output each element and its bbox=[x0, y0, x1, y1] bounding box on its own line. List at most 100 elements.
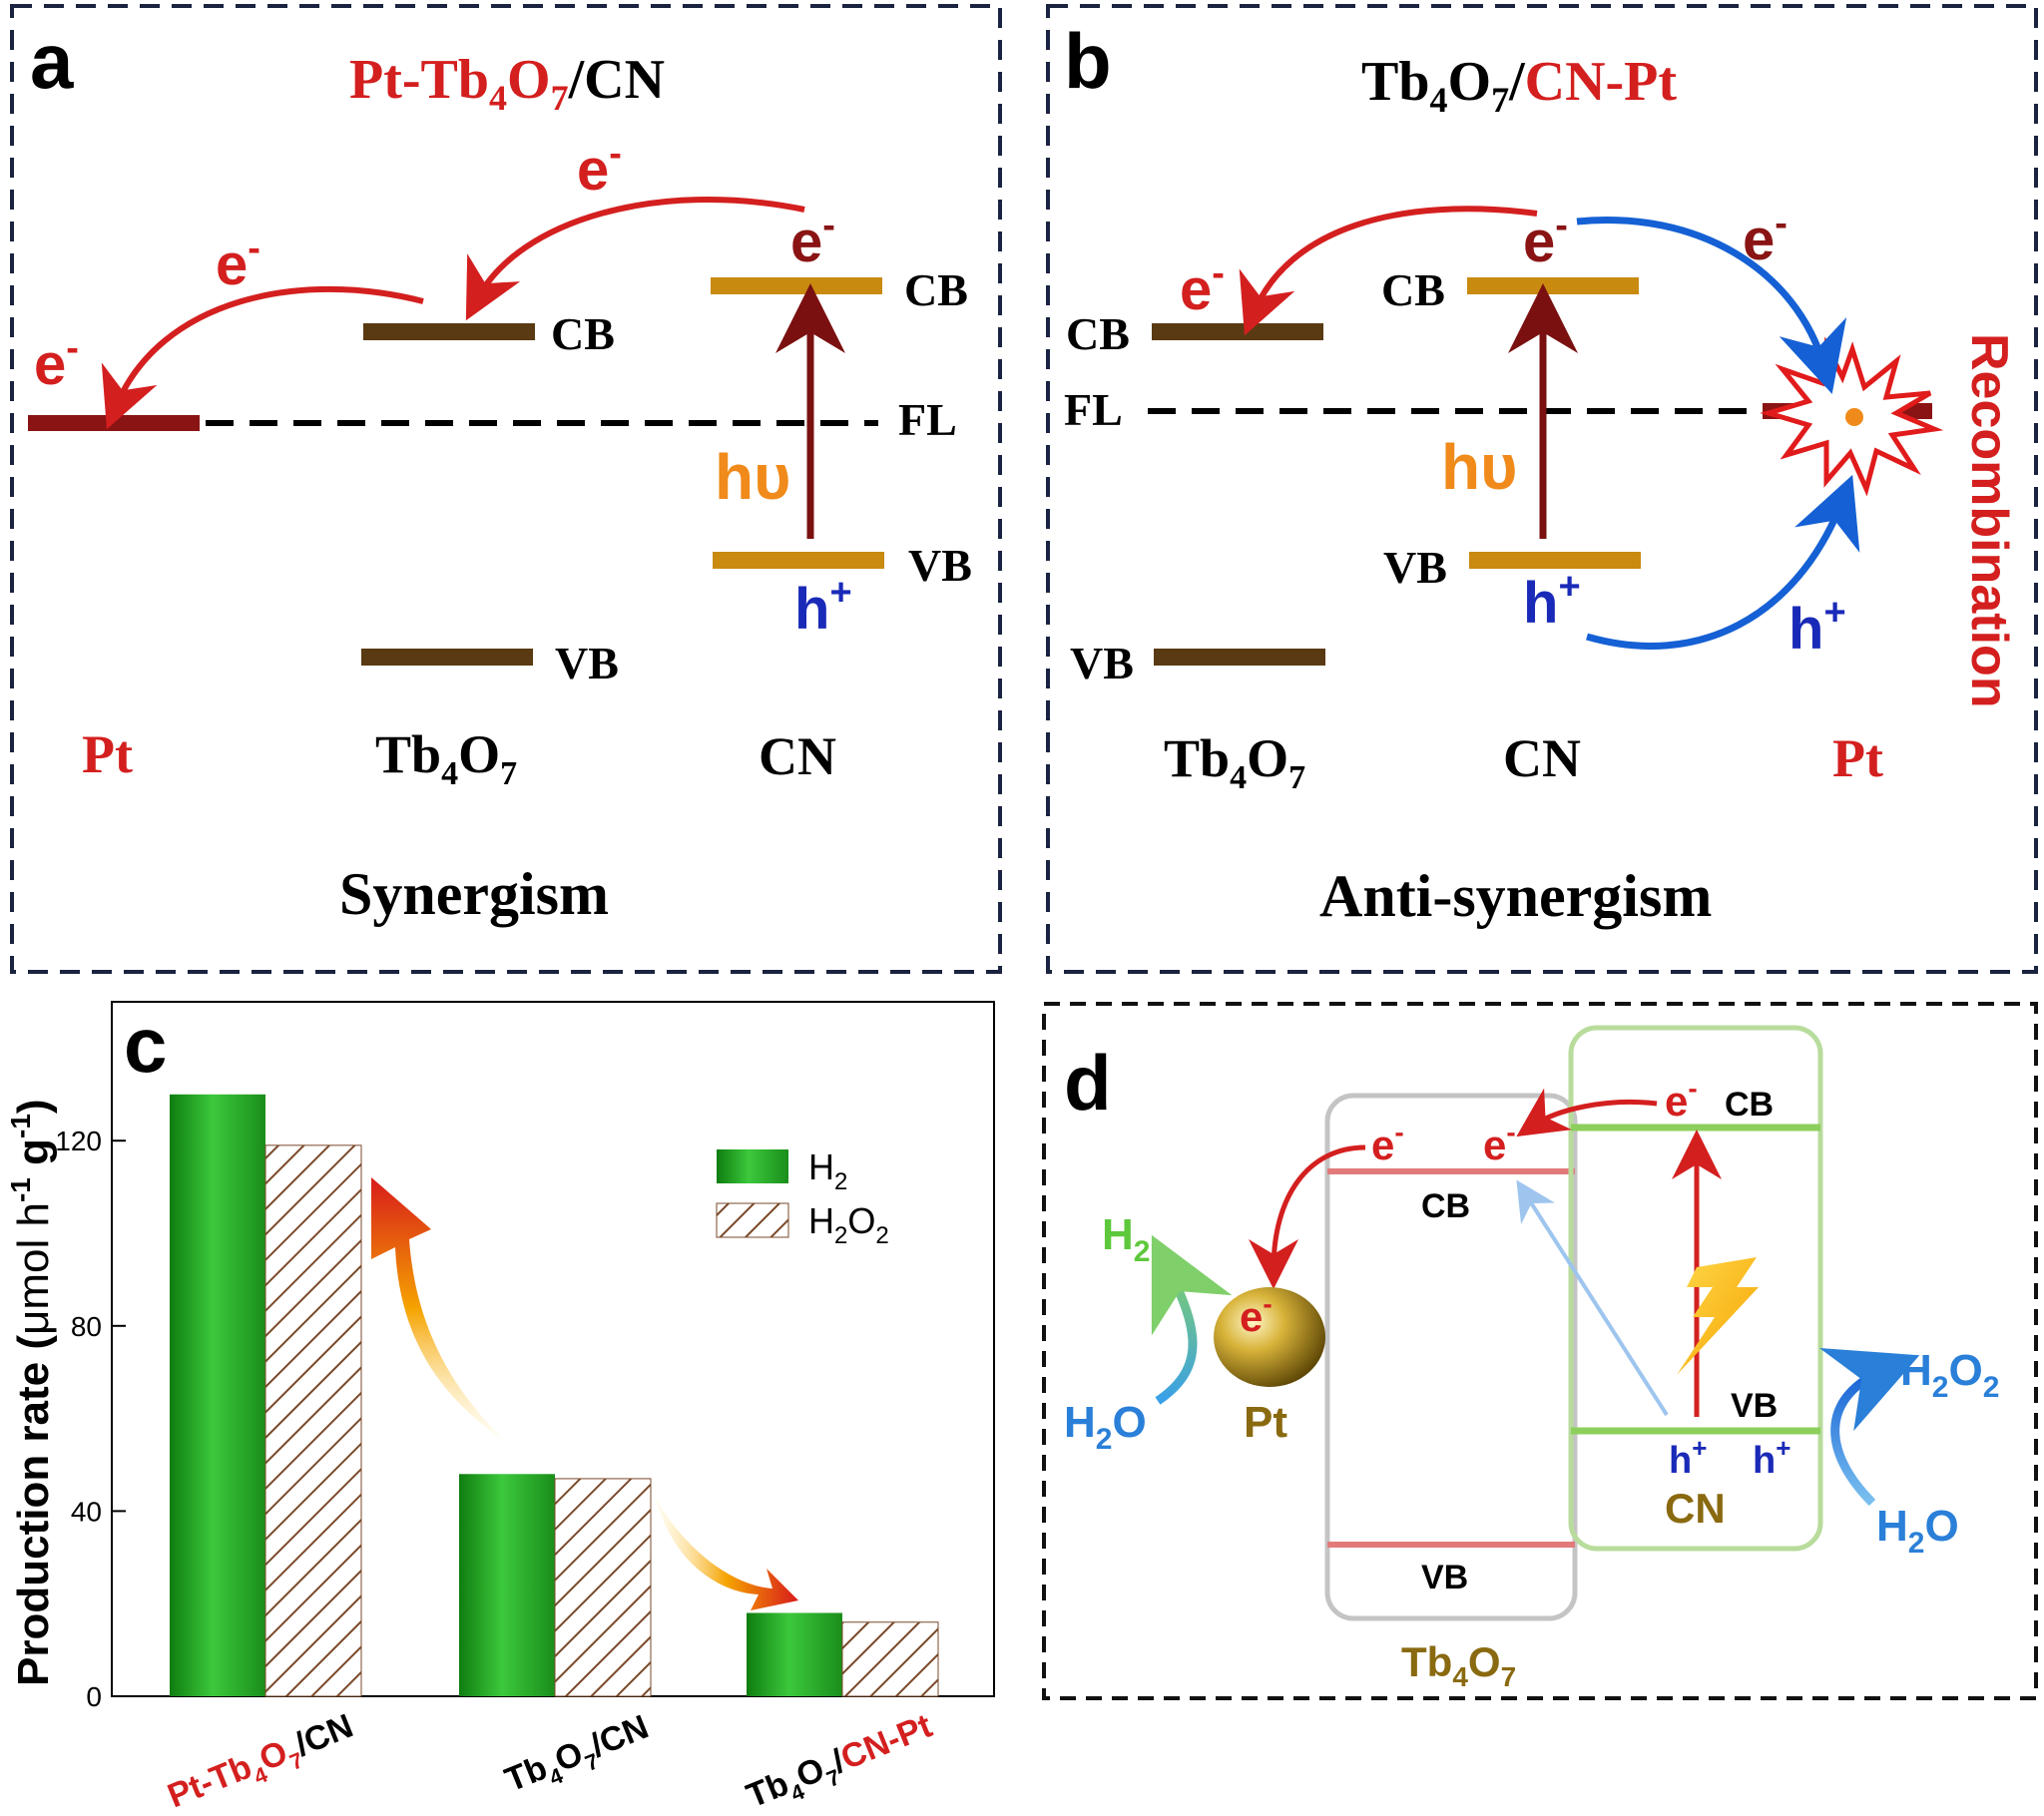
synergism-caption: Synergism bbox=[339, 861, 609, 927]
tb4o7-cb-level bbox=[363, 323, 535, 340]
y-axis-label: Production rate (μmol h-1 g-1) bbox=[5, 1099, 58, 1686]
cn-cb-label-d: CB bbox=[1725, 1086, 1774, 1124]
panel-b-title: Tb4O7/CN-Pt bbox=[1361, 51, 1677, 120]
recombination-label: Recombination bbox=[1960, 333, 2018, 708]
decrease-arrow-1 bbox=[371, 1177, 505, 1441]
bar-h2o2-3 bbox=[841, 1621, 939, 1697]
transfer-electron-b: e- bbox=[1180, 252, 1225, 322]
cn-hole-d2: h+ bbox=[1753, 1433, 1790, 1482]
panel-c-letter: c bbox=[124, 1001, 167, 1089]
cn-cb-level-b bbox=[1467, 277, 1639, 294]
y-tick-label: 120 bbox=[55, 1126, 102, 1156]
legend: H2 H2O2 bbox=[716, 1146, 889, 1249]
category-label-3: Tb4O7/CN-Pt bbox=[742, 1707, 940, 1816]
bar-h2o2-2 bbox=[554, 1478, 652, 1697]
fl-label-b: FL bbox=[1064, 384, 1123, 435]
tb4o7-name: Tb4O7 bbox=[375, 724, 517, 792]
h2-label: H2 bbox=[1102, 1210, 1150, 1268]
y-axis-ticks: 0 40 80 120 bbox=[55, 1126, 126, 1712]
cn-vb-level bbox=[713, 552, 884, 569]
pt-nanoparticle bbox=[1214, 1287, 1325, 1387]
legend-label-h2o2: H2O2 bbox=[808, 1200, 889, 1249]
hole-recombination-arrow bbox=[1586, 474, 1860, 650]
light-bolt-icon bbox=[1677, 1257, 1759, 1375]
cn-to-tb4o7-arrow bbox=[465, 197, 805, 321]
tb4o7-to-pt-arrow bbox=[101, 285, 424, 430]
transfer-electron-2: e- bbox=[216, 227, 260, 297]
cn-vb-label-d: VB bbox=[1731, 1387, 1778, 1425]
panel-a-border bbox=[10, 4, 1002, 974]
tb4o7-vb-label-b: VB bbox=[1070, 638, 1134, 688]
legend-swatch-h2 bbox=[717, 1149, 788, 1183]
tb4o7-cb-label-d: CB bbox=[1421, 1187, 1470, 1225]
pt-hole-b: h+ bbox=[1788, 592, 1846, 662]
tb4o7-vb-label-d: VB bbox=[1421, 1559, 1468, 1596]
y-tick-label: 40 bbox=[71, 1496, 102, 1527]
cn-cb-label-b: CB bbox=[1381, 264, 1445, 315]
pt-level bbox=[28, 415, 200, 431]
tb4o7-vb-label: VB bbox=[555, 638, 619, 688]
bars-group bbox=[170, 1094, 939, 1697]
cn-name-d: CN bbox=[1665, 1485, 1726, 1532]
decrease-arrow-2 bbox=[655, 1497, 798, 1610]
pt-name-d: Pt bbox=[1244, 1398, 1287, 1447]
cn-hole-d: h+ bbox=[1669, 1433, 1707, 1482]
hv-label-b: hυ bbox=[1441, 431, 1517, 503]
h2o2-production-arrow bbox=[1818, 1347, 1920, 1507]
cn-vb-label: VB bbox=[908, 540, 972, 591]
panel-b: b Tb4O7/CN-Pt FL CB VB CB VB hυ e- e- e-… bbox=[1046, 4, 2038, 974]
y-tick-label: 80 bbox=[71, 1311, 102, 1342]
cn-electron-d: e- bbox=[1665, 1073, 1698, 1125]
tb-to-pt-arrow-d bbox=[1249, 1144, 1366, 1289]
tb4o7-electron-d2: e- bbox=[1371, 1117, 1404, 1168]
category-label-1: Pt-Tb4O7/CN bbox=[163, 1707, 361, 1816]
h2-evolution-arrow bbox=[1151, 1234, 1233, 1405]
h2o2-label: H2O2 bbox=[1900, 1346, 1999, 1404]
panel-d: d CB VB Tb4O7 CB VB CN e- e- e- h+ h+ e-… bbox=[1042, 1002, 2038, 1700]
cn-hole: h+ bbox=[794, 572, 852, 642]
pt-name-b: Pt bbox=[1832, 728, 1883, 788]
pt-name: Pt bbox=[82, 724, 133, 784]
tb4o7-electron-d: e- bbox=[1483, 1117, 1516, 1168]
pt-electron: e- bbox=[34, 327, 79, 397]
bar-h2o2-1 bbox=[264, 1144, 362, 1697]
cn-cb-label: CB bbox=[904, 264, 968, 315]
panel-d-letter: d bbox=[1064, 1039, 1112, 1127]
panel-d-border bbox=[1042, 1002, 2038, 1700]
tb4o7-cb-label: CB bbox=[551, 308, 615, 359]
cn-electron-b: e- bbox=[1523, 205, 1568, 274]
anti-synergism-caption: Anti-synergism bbox=[1319, 863, 1712, 929]
cn-name: CN bbox=[759, 726, 836, 786]
transfer-electron-1: e- bbox=[577, 133, 622, 203]
fl-label: FL bbox=[898, 394, 957, 445]
panel-a-title: Pt-Tb4O7/CN bbox=[349, 49, 665, 118]
pt-electron-d: e- bbox=[1240, 1288, 1273, 1340]
legend-swatch-h2o2 bbox=[716, 1202, 789, 1238]
tb4o7-vb-level bbox=[361, 649, 533, 666]
bar-h2-1 bbox=[170, 1094, 265, 1696]
cn-electron: e- bbox=[790, 205, 835, 274]
category-label-2: Tb4O7/CN bbox=[500, 1708, 657, 1806]
bar-h2-3 bbox=[747, 1612, 842, 1696]
panel-a: a Pt-Tb4O7/CN FL CB VB CB VB hυ e- h+ e-… bbox=[10, 4, 1002, 974]
h2o-label-left: H2O bbox=[1064, 1398, 1147, 1456]
cn-hole-b: h+ bbox=[1523, 566, 1581, 636]
cn-cb-level bbox=[711, 277, 882, 294]
cn-name-b: CN bbox=[1503, 728, 1581, 788]
hv-label: hυ bbox=[715, 441, 790, 513]
tb4o7-vb-level-b bbox=[1154, 649, 1325, 666]
cn-vb-label-b: VB bbox=[1383, 542, 1447, 593]
bar-h2-2 bbox=[459, 1474, 555, 1696]
hole-transfer-arrow bbox=[1516, 1179, 1669, 1417]
cn-box bbox=[1568, 1025, 1823, 1552]
tb4o7-name-d: Tb4O7 bbox=[1401, 1638, 1516, 1692]
cn-vb-level-b bbox=[1469, 552, 1641, 569]
tb4o7-cb-label-b: CB bbox=[1066, 308, 1130, 359]
burst-core bbox=[1845, 408, 1863, 426]
tb4o7-cb-level-b bbox=[1152, 323, 1323, 340]
cn-to-tb-arrow-d bbox=[1516, 1088, 1658, 1137]
h2o-label-right: H2O bbox=[1876, 1502, 1959, 1560]
panel-a-letter: a bbox=[30, 17, 74, 105]
cn-to-tb4o7-arrow-b bbox=[1239, 206, 1538, 336]
